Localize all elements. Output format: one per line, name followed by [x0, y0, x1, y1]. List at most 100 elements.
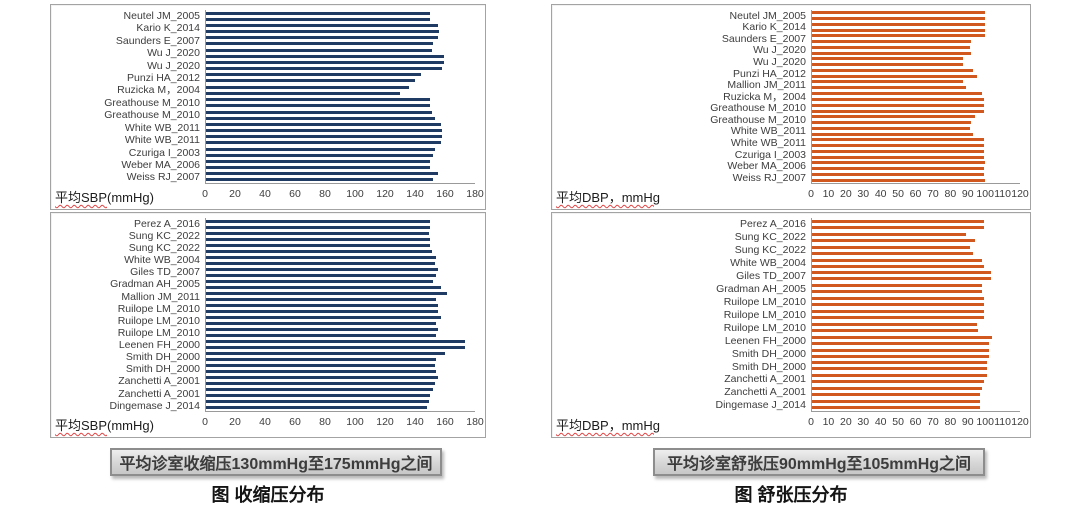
bar-group: [812, 33, 1020, 45]
bar-group: [812, 114, 1020, 126]
bar-group: [206, 134, 475, 146]
study-label: Zanchetti A_2001: [724, 386, 806, 399]
bar: [812, 86, 967, 90]
bar-group: [812, 334, 1020, 347]
x-tick-label: 80: [944, 188, 957, 200]
study-label: Czuriga I_2003: [128, 146, 200, 159]
bar: [206, 249, 432, 253]
x-tick-label: 20: [839, 416, 852, 428]
study-label: Smith DH_2000: [731, 347, 806, 360]
x-tick-label: 140: [406, 416, 424, 428]
axis-title-unit: (mmHg): [107, 190, 154, 205]
study-label: Czuriga I_2003: [734, 148, 806, 161]
bar-group: [206, 230, 475, 242]
bar: [812, 51, 972, 55]
x-tick-label: 110: [994, 416, 1011, 428]
study-label: Smith DH_2000: [731, 360, 806, 373]
bar: [812, 115, 975, 119]
bar: [206, 17, 431, 21]
dbp-range-caption: 平均诊室舒张压90mmHg至105mmHg之间: [653, 448, 985, 476]
bar-plot-area: [811, 10, 1020, 184]
bar: [206, 370, 437, 374]
bar: [812, 328, 979, 332]
bar-group: [812, 160, 1020, 172]
bar-group: [812, 56, 1020, 68]
bar: [812, 28, 986, 32]
bar: [206, 309, 438, 313]
bar: [812, 34, 986, 38]
plot-region: Neutel JM_2005 Kario K_2014 Saunders E_200…: [556, 10, 1030, 184]
x-tick-label: 60: [909, 416, 922, 428]
bar-group: [812, 257, 1020, 270]
chart-sbp-bottom: Perez A_2016 Sung KC_2022 Sung KC_2022 Whit…: [50, 212, 486, 438]
bar: [812, 225, 984, 229]
bar: [812, 380, 984, 384]
bar-group: [812, 10, 1020, 22]
bar: [812, 132, 974, 136]
chart-dbp-top: Neutel JM_2005 Kario K_2014 Saunders E_200…: [551, 4, 1031, 210]
bar: [812, 387, 982, 391]
x-tick-label: 120: [376, 188, 394, 200]
axis-title-dbp: 平均DBP，mmHg: [556, 412, 811, 434]
axis-title-text: 平均DBP，mmHg: [556, 418, 661, 433]
x-tick-label: 0: [808, 188, 814, 200]
bar: [206, 79, 416, 83]
x-tick-label: 0: [202, 416, 208, 428]
bar: [206, 42, 434, 46]
study-label: Ruilope LM_2010: [117, 302, 200, 315]
x-tick-label: 40: [259, 188, 271, 200]
x-tick-label: 120: [1011, 416, 1029, 428]
bar: [206, 73, 422, 77]
x-tick-label: 60: [909, 188, 922, 200]
x-tick-label: 140: [406, 188, 424, 200]
bar: [206, 316, 441, 320]
study-label: Gradman AH_2005: [110, 278, 200, 291]
bar: [206, 219, 431, 223]
bar-group: [812, 372, 1020, 385]
x-tick-label: 30: [857, 416, 870, 428]
study-label: Wu J_2020: [147, 47, 200, 60]
bar: [206, 98, 431, 102]
axis-title-sbp: 平均SBP(mmHg): [55, 412, 205, 434]
bar: [206, 388, 434, 392]
bar-group: [206, 35, 475, 47]
bar-plot-area: [811, 218, 1020, 412]
bar: [206, 122, 441, 126]
bar: [206, 67, 443, 71]
study-label: Weber MA_2006: [727, 160, 806, 173]
x-tick-label: 180: [466, 188, 484, 200]
bar: [812, 361, 988, 365]
bar: [812, 161, 986, 165]
study-label: Giles TD_2007: [130, 266, 200, 279]
bar: [812, 303, 984, 307]
study-label: Leenen FH_2000: [724, 334, 806, 347]
study-label: Sung KC_2022: [128, 229, 200, 242]
bar-group: [206, 351, 475, 363]
bar: [206, 104, 431, 108]
study-label: Sung KC_2022: [128, 242, 200, 255]
bar-group: [206, 278, 475, 290]
bar-group: [812, 171, 1020, 183]
bar: [206, 231, 429, 235]
study-label: Sung KC_2022: [734, 231, 806, 244]
bar-group: [206, 290, 475, 302]
bar: [812, 22, 986, 26]
bar: [812, 374, 988, 378]
x-tick-label: 70: [927, 416, 939, 428]
x-tick-label: 100: [346, 416, 364, 428]
bar: [812, 354, 989, 358]
bar: [206, 153, 434, 157]
chart-dbp-bottom: Perez A_2016 Sung KC_2022 Sung KC_2022 Whit…: [551, 212, 1031, 438]
bar: [812, 238, 975, 242]
x-tick-label: 20: [229, 188, 241, 200]
bar: [206, 334, 437, 338]
bar: [206, 273, 437, 277]
study-label: Weiss RJ_2007: [126, 171, 200, 184]
bar: [812, 11, 986, 15]
bar-group: [812, 231, 1020, 244]
plot-region: Perez A_2016 Sung KC_2022 Sung KC_2022 Whit…: [556, 218, 1030, 412]
study-label: Perez A_2016: [134, 217, 200, 230]
bar-group: [206, 171, 475, 183]
bar-group: [206, 254, 475, 266]
bar: [812, 284, 982, 288]
